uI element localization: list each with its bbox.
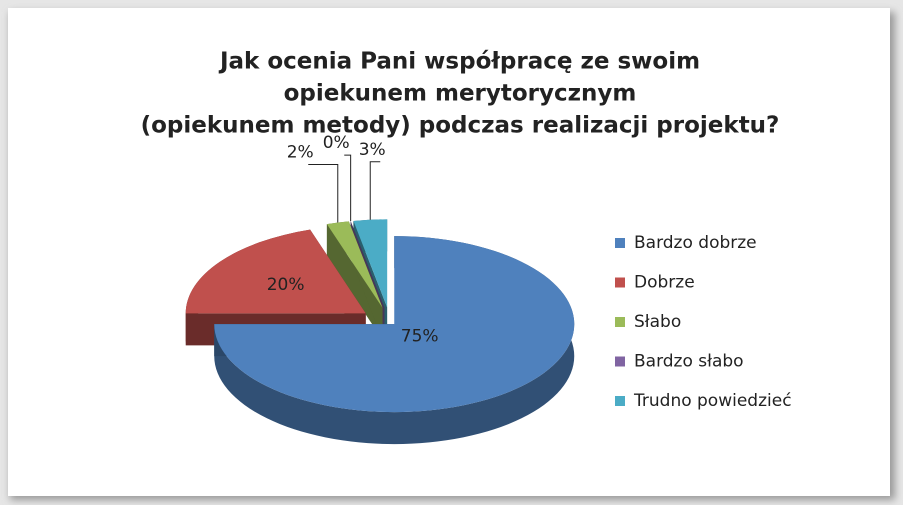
data-label: 0% (323, 133, 350, 153)
legend-label: Bardzo dobrze (634, 233, 757, 253)
title-line: Jak ocenia Pani współpracę ze swoim (218, 49, 700, 75)
legend-swatch (615, 317, 625, 327)
data-label: 20% (267, 275, 305, 295)
data-label: 3% (359, 140, 386, 160)
legend-label: Słabo (634, 312, 681, 332)
slice (214, 236, 575, 413)
leader-line (369, 161, 381, 220)
legend-swatch (615, 277, 625, 288)
title-line: (opiekunem metody) podczas realizacji pr… (141, 113, 780, 139)
slice (350, 221, 385, 308)
legend-label: Dobrze (634, 273, 695, 293)
leader-line (344, 154, 352, 222)
leader-line (308, 164, 339, 223)
data-label: 2% (287, 143, 314, 163)
legend-swatch (615, 238, 625, 248)
slice (353, 219, 388, 308)
legend-label: Bardzo słabo (634, 352, 744, 372)
chart-title: Jak ocenia Pani współpracę ze swoim opie… (141, 49, 780, 139)
legend-label: Trudno powiedzieć (633, 391, 792, 411)
slice (185, 229, 366, 314)
legend-swatch (615, 356, 625, 367)
data-label: 75% (401, 327, 439, 347)
title-line: opiekunem merytorycznym (284, 81, 637, 107)
slice-side (326, 224, 383, 340)
slice (326, 221, 383, 308)
legend-swatch (615, 396, 625, 406)
